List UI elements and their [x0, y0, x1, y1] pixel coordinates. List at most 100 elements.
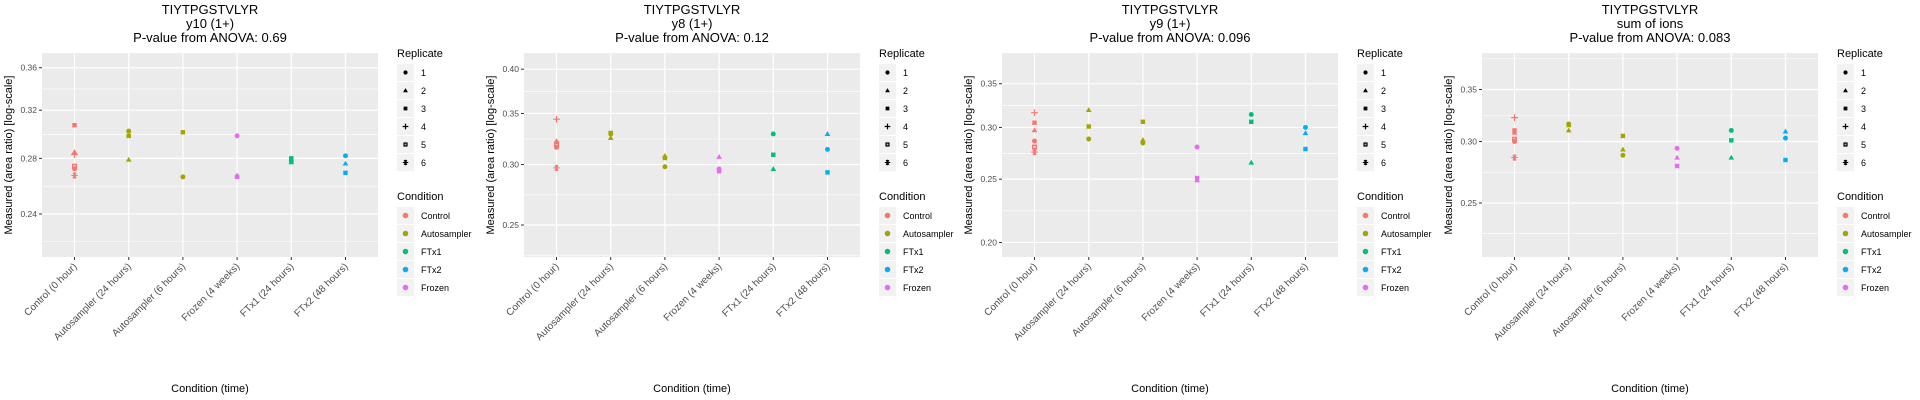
x-tick-label: FTx2 (48 hours) — [775, 261, 833, 319]
y-tick-label: 0.35 — [502, 108, 519, 118]
data-point — [608, 131, 614, 137]
y-tick-label: 0.40 — [502, 64, 519, 74]
legend-label: 2 — [1861, 86, 1866, 96]
x-tick-label: FTx1 (24 hours) — [1198, 261, 1256, 319]
data-point — [1566, 122, 1571, 128]
data-point — [1674, 163, 1680, 169]
y-tick-label: 0.35 — [1460, 84, 1477, 94]
legend-title-condition: Condition — [1357, 191, 1403, 203]
data-point — [342, 160, 349, 166]
legend-color-dot-icon — [884, 248, 891, 255]
data-point — [1674, 145, 1680, 151]
data-point — [824, 131, 831, 136]
y-tick-label: 0.36 — [20, 63, 37, 73]
legend-color-dot-icon — [402, 284, 409, 291]
y-tick-label: 0.28 — [20, 153, 37, 163]
chart-subtitle: y10 (1+) — [186, 16, 234, 31]
legend-label: 6 — [1861, 158, 1866, 168]
data-point — [1511, 154, 1518, 161]
legend-label: 6 — [421, 158, 426, 168]
x-tick-label: FTx1 (24 hours) — [720, 261, 778, 319]
legend-color-dot-icon — [1362, 212, 1369, 219]
data-point — [607, 135, 614, 141]
legend-label: Frozen — [1861, 283, 1889, 293]
y-tick-label: 0.30 — [1460, 136, 1477, 146]
legend-label: 1 — [421, 68, 426, 78]
legend-shape-plus-icon — [1362, 123, 1369, 130]
legend-color-dot-icon — [402, 230, 409, 237]
data-point — [1620, 146, 1626, 152]
legend-label: 3 — [903, 104, 908, 114]
legend-shape-boxed-square-icon — [885, 142, 890, 147]
data-point — [1302, 130, 1309, 136]
legend-color-dot-icon — [402, 212, 409, 219]
data-point — [1620, 152, 1626, 158]
data-point — [125, 156, 132, 162]
legend: Replicate 1 2 3 4 5 6 Condition Control Autosampl… — [879, 48, 954, 296]
chart-title: TIYTPGSTVLYR — [162, 2, 259, 17]
legend-label: 2 — [1381, 86, 1386, 96]
legend-color-dot-icon — [1362, 284, 1369, 291]
legend-color-dot-icon — [884, 266, 891, 273]
chart-subtitle: y8 (1+) — [672, 16, 713, 31]
data-point — [343, 170, 348, 176]
y-tick-label: 0.24 — [20, 209, 37, 219]
legend-label: FTx2 — [421, 265, 442, 275]
legend-label: Frozen — [903, 283, 931, 293]
x-axis-label: Condition (time) — [653, 383, 731, 395]
data-point — [71, 172, 78, 179]
data-point — [180, 130, 186, 135]
data-point — [180, 174, 186, 180]
data-point — [289, 156, 294, 161]
legend-label: 6 — [1381, 158, 1386, 168]
data-point — [662, 164, 668, 170]
data-point — [1032, 120, 1037, 125]
legend-color-dot-icon — [402, 266, 409, 273]
legend-label: 1 — [1381, 68, 1386, 78]
legend-label: Autosampler — [1861, 229, 1912, 239]
legend-shape-boxed-square-icon — [1843, 142, 1848, 147]
chart-title: TIYTPGSTVLYR — [1122, 2, 1219, 17]
data-point — [1249, 119, 1254, 125]
data-point — [770, 131, 776, 137]
legend-color-dot-icon — [1842, 248, 1849, 255]
legend-label: 4 — [1381, 122, 1386, 132]
legend-shape-square-icon — [403, 106, 408, 111]
legend-label: FTx2 — [903, 265, 924, 275]
data-point — [288, 159, 295, 165]
data-point — [1248, 112, 1254, 117]
data-point — [1031, 109, 1038, 117]
data-point — [1620, 133, 1626, 139]
legend: Replicate 1 2 3 4 5 6 Condition Control Autosampl… — [397, 48, 472, 296]
legend-label: 1 — [903, 68, 908, 78]
data-point — [343, 153, 348, 159]
legend-shape-triangle-icon — [1843, 88, 1848, 93]
data-point — [1085, 107, 1092, 113]
legend-shape-boxed-square-icon — [1363, 142, 1368, 147]
legend-label: Control — [903, 211, 932, 221]
legend-shape-plus-icon — [1842, 123, 1849, 130]
data-point — [71, 151, 78, 158]
legend-color-dot-icon — [1362, 266, 1369, 273]
data-point — [1031, 127, 1038, 133]
legend-label: 5 — [1861, 140, 1866, 150]
legend-title-condition: Condition — [879, 191, 925, 203]
data-point — [1032, 138, 1037, 144]
legend-label: Control — [1861, 211, 1890, 221]
legend-color-dot-icon — [884, 284, 891, 291]
legend-label: 2 — [903, 86, 908, 96]
legend-label: Frozen — [1381, 283, 1409, 293]
data-point — [1782, 128, 1789, 134]
chart-title: TIYTPGSTVLYR — [644, 2, 741, 17]
plot-background — [42, 53, 378, 257]
legend-label: FTx1 — [1861, 247, 1882, 257]
legend-label: 4 — [1861, 122, 1866, 132]
data-point — [234, 133, 240, 139]
legend-label: FTx1 — [421, 247, 442, 257]
legend-label: FTx2 — [1381, 265, 1402, 275]
data-point — [1783, 157, 1788, 163]
legend-title-replicate: Replicate — [879, 48, 925, 60]
legend: Replicate 1 2 3 4 5 6 Condition Control Autosampl… — [1357, 48, 1432, 296]
